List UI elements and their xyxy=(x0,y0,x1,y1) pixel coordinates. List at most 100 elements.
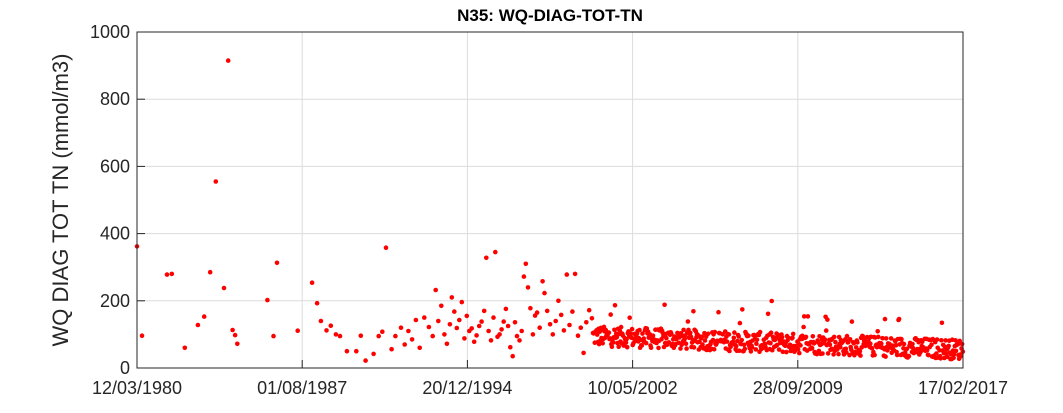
data-point xyxy=(616,344,621,350)
data-point xyxy=(417,345,423,351)
data-point xyxy=(505,323,511,329)
data-point xyxy=(801,324,806,330)
data-point xyxy=(609,344,615,350)
data-point xyxy=(354,348,359,354)
x-tick-label: 12/03/1980 xyxy=(92,378,182,398)
data-point xyxy=(753,347,759,352)
data-point xyxy=(769,298,774,304)
data-point xyxy=(811,341,817,346)
data-point xyxy=(235,341,240,347)
x-tick-label: 17/02/2017 xyxy=(918,378,1008,398)
data-point xyxy=(608,312,613,317)
data-point xyxy=(847,337,853,342)
data-point xyxy=(938,356,943,361)
data-point xyxy=(749,345,755,350)
data-point xyxy=(628,331,634,337)
data-point xyxy=(883,354,888,359)
data-point xyxy=(629,326,635,332)
data-point xyxy=(643,340,649,346)
data-point xyxy=(958,354,964,359)
data-point xyxy=(265,297,270,303)
data-point xyxy=(810,334,816,339)
data-point xyxy=(454,325,460,331)
data-point xyxy=(901,341,907,347)
data-point xyxy=(612,303,618,308)
data-point xyxy=(274,260,280,266)
data-point xyxy=(894,352,900,358)
data-point xyxy=(754,337,760,343)
data-point xyxy=(779,335,785,340)
data-point xyxy=(702,330,707,336)
data-point xyxy=(959,341,965,347)
data-point xyxy=(831,352,836,357)
data-point xyxy=(844,350,849,355)
data-point xyxy=(946,343,951,349)
data-point xyxy=(733,343,739,349)
data-point xyxy=(328,323,334,329)
data-point xyxy=(182,345,188,351)
data-point xyxy=(843,346,849,352)
data-point xyxy=(393,333,398,339)
data-point xyxy=(765,311,771,317)
data-point xyxy=(953,348,959,354)
data-point xyxy=(790,331,796,337)
data-point xyxy=(688,330,693,336)
data-point xyxy=(452,309,457,314)
data-point xyxy=(844,333,850,339)
data-point xyxy=(882,316,888,322)
data-point xyxy=(389,346,394,352)
data-point xyxy=(514,333,520,339)
data-point xyxy=(501,319,507,324)
data-point xyxy=(540,279,545,284)
data-point xyxy=(333,332,339,337)
y-tick-label: 1000 xyxy=(90,22,130,42)
data-point xyxy=(648,345,654,351)
data-point xyxy=(610,340,616,345)
data-point xyxy=(491,315,496,320)
x-tick-label: 01/08/1987 xyxy=(257,378,347,398)
x-tick-label: 28/09/2009 xyxy=(753,378,843,398)
data-point xyxy=(803,334,809,340)
data-point xyxy=(232,332,238,338)
data-point xyxy=(899,336,904,342)
data-point xyxy=(508,344,513,350)
data-point xyxy=(439,303,444,309)
data-point xyxy=(476,323,482,329)
data-point xyxy=(544,308,550,314)
x-tick-label: 10/05/2002 xyxy=(588,378,678,398)
data-point xyxy=(786,335,791,341)
data-point xyxy=(656,345,661,351)
data-point xyxy=(825,317,830,322)
data-point xyxy=(702,338,708,343)
data-point xyxy=(640,331,645,336)
data-point xyxy=(371,351,376,357)
data-point xyxy=(523,261,529,267)
data-point xyxy=(469,326,475,331)
data-point xyxy=(926,352,931,358)
data-point xyxy=(805,314,811,319)
data-point xyxy=(561,328,567,333)
data-point xyxy=(314,300,320,306)
data-point xyxy=(820,351,825,356)
data-point xyxy=(732,330,737,335)
data-point xyxy=(358,333,364,339)
data-point xyxy=(459,299,465,305)
data-point xyxy=(860,334,866,339)
data-point xyxy=(627,315,632,321)
data-point xyxy=(481,308,487,314)
data-point xyxy=(572,271,578,277)
y-tick-label: 200 xyxy=(100,291,130,311)
data-point xyxy=(606,330,612,335)
data-point xyxy=(885,348,890,353)
data-point xyxy=(875,329,880,334)
axis-ticks: 12/03/1980 01/08/1987 20/12/1994 10/05/2002… xyxy=(90,22,1008,398)
data-point xyxy=(398,325,404,331)
data-point xyxy=(474,333,479,338)
data-point xyxy=(710,337,716,343)
data-point xyxy=(376,333,382,339)
data-point xyxy=(784,349,789,355)
data-point xyxy=(862,337,868,343)
x-tick-label: 20/12/1994 xyxy=(422,378,512,398)
data-point xyxy=(578,325,584,331)
